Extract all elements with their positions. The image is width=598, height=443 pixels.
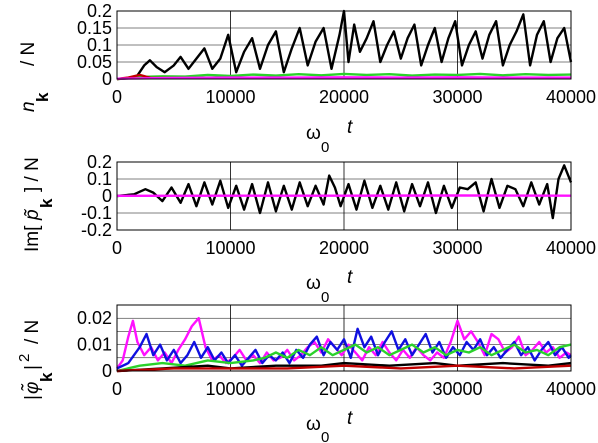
y-label-sup: 2 xyxy=(16,354,33,362)
x-tick-label: 0 xyxy=(112,238,122,258)
y-tick-label: 0.1 xyxy=(87,35,112,55)
plot-frame xyxy=(116,304,572,372)
x-label-var: t xyxy=(347,267,353,288)
y-tick-label: 0 xyxy=(102,361,112,381)
y-label-base: n xyxy=(18,101,39,112)
y-label-sym: φ̃ xyxy=(21,382,43,394)
y-tick-label: -0.1 xyxy=(81,203,112,223)
y-tick-label: 0.05 xyxy=(77,52,112,72)
series-line-magenta xyxy=(116,76,571,80)
y-tick-label: 0 xyxy=(102,186,112,206)
x-tick-label: 0 xyxy=(112,87,122,107)
y-label-rest: | xyxy=(22,365,43,370)
series-group xyxy=(116,317,572,373)
series-line-red xyxy=(116,364,572,373)
x-tick-label: 30000 xyxy=(432,87,482,107)
x-label-base: ω xyxy=(306,123,321,144)
y-ticks: 00.050.10.150.2 xyxy=(77,1,112,89)
y-tick-label: 0.15 xyxy=(77,18,112,38)
series-line-black xyxy=(116,9,573,81)
y-tick-label: 0.01 xyxy=(77,335,112,355)
x-tick-label: 30000 xyxy=(432,379,482,399)
x-ticks: 0 10000 20000 30000 40000 xyxy=(112,238,596,258)
panel-field-amplitude: 0 0.01 0.02 0 10000 20000 30000 40000 ω 0 t | … xyxy=(16,304,596,443)
y-tick-label: 0 xyxy=(102,69,112,89)
x-tick-label: 40000 xyxy=(546,87,596,107)
series-line-magenta xyxy=(116,317,572,370)
y-label-pre: Im[ xyxy=(22,225,43,252)
y-label-pre: | xyxy=(22,395,43,400)
x-tick-label: 10000 xyxy=(205,379,255,399)
x-tick-label: 0 xyxy=(112,379,122,399)
series-group xyxy=(116,9,573,81)
x-label-var: t xyxy=(347,408,353,429)
y-label-sym: p̃ xyxy=(22,209,43,221)
x-tick-label: 10000 xyxy=(205,87,255,107)
y-ticks: -0.2-0.100.10.2 xyxy=(81,152,112,240)
y-label-rest: ] / N xyxy=(22,157,43,192)
y-tick-label: -0.2 xyxy=(81,220,112,240)
x-label-base: ω xyxy=(306,273,321,294)
series-group xyxy=(116,164,573,220)
x-axis-label: ω 0 t xyxy=(306,267,353,306)
series-line-blue xyxy=(116,327,572,370)
x-tick-label: 20000 xyxy=(319,87,369,107)
panel-momentum: -0.2-0.100.10.2 0 10000 20000 30000 40000 ω … xyxy=(22,152,596,306)
y-label-rest: / N xyxy=(18,42,39,66)
series-line-green xyxy=(116,343,572,373)
x-axis-label: ω 0 t xyxy=(306,408,353,443)
panel-occupation: 00.050.10.150.2 0 10000 20000 30000 40000 ω … xyxy=(18,1,596,156)
y-tick-label: 0.2 xyxy=(87,152,112,172)
y-tick-label: 0.1 xyxy=(87,169,112,189)
y-axis-label: Im[ p̃ k ] / N xyxy=(22,157,56,252)
series-line-black xyxy=(116,361,572,373)
x-label-sub: 0 xyxy=(321,289,329,306)
y-label-tail: / N xyxy=(22,320,43,344)
y-ticks: 0 0.01 0.02 xyxy=(77,308,112,381)
x-label-var: t xyxy=(347,117,353,138)
x-tick-label: 40000 xyxy=(546,238,596,258)
x-label-base: ω xyxy=(306,414,321,435)
x-ticks: 0 10000 20000 30000 40000 xyxy=(112,87,596,107)
y-axis-label: n k / N xyxy=(18,42,52,112)
y-tick-label: 0.2 xyxy=(87,1,112,21)
x-ticks: 0 10000 20000 30000 40000 xyxy=(112,379,596,399)
x-tick-label: 20000 xyxy=(319,238,369,258)
x-label-sub: 0 xyxy=(321,429,329,443)
x-tick-label: 10000 xyxy=(205,238,255,258)
y-tick-label: 0.02 xyxy=(77,308,112,328)
x-tick-label: 40000 xyxy=(546,379,596,399)
y-label-sub: k xyxy=(37,198,56,208)
x-axis-label: ω 0 t xyxy=(306,117,353,156)
y-label-sub: k xyxy=(33,92,52,102)
series-line-green xyxy=(116,72,572,81)
plot-frame xyxy=(116,10,572,80)
y-axis-label: | φ̃ k | 2 / N xyxy=(16,320,56,400)
x-tick-label: 20000 xyxy=(319,379,369,399)
y-label-sub: k xyxy=(37,372,56,382)
plot-frame xyxy=(116,161,572,231)
x-label-sub: 0 xyxy=(321,139,329,156)
x-tick-label: 30000 xyxy=(432,238,482,258)
